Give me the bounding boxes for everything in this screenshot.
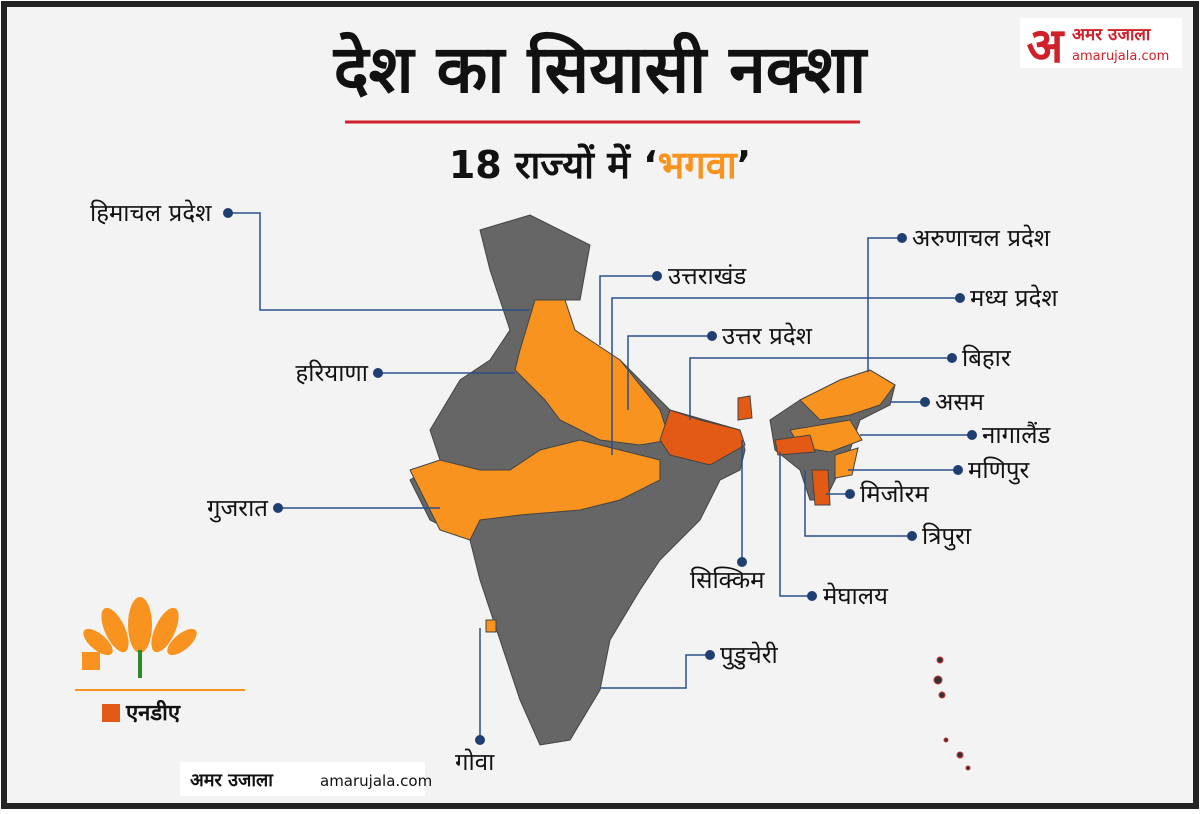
- petal: [83, 628, 113, 656]
- quote: ’: [737, 143, 751, 187]
- legend-swatch: [102, 704, 120, 722]
- state-label: हरियाणा: [296, 359, 369, 387]
- leader-dot: [947, 353, 957, 363]
- state-label: सिक्किम: [690, 566, 765, 594]
- petal: [151, 607, 179, 653]
- leader-lines: [228, 212, 972, 740]
- subtitle: 18 राज्यों में ‘भगवा’: [449, 143, 751, 187]
- state-label: मध्य प्रदेश: [970, 284, 1058, 312]
- brand-box: [1020, 18, 1182, 68]
- bjp-logo: [83, 597, 197, 678]
- leader-dot: [920, 397, 930, 407]
- leader-line: [600, 654, 710, 689]
- legend-swatch: [82, 652, 100, 670]
- petal: [167, 628, 197, 656]
- highlight: भगवा: [658, 143, 738, 187]
- leader-dot: [223, 208, 233, 218]
- bihar: [659, 409, 746, 466]
- leader-dot: [273, 503, 283, 513]
- footer-site: amarujala.com: [320, 772, 432, 790]
- brand-logo: अ: [1027, 18, 1066, 74]
- leader-line: [867, 237, 902, 372]
- islands: [933, 656, 971, 771]
- leader-dot: [373, 368, 383, 378]
- brand-name: अमर उजाला: [1072, 25, 1151, 45]
- leader-dot: [955, 293, 965, 303]
- leader-dot: [475, 735, 485, 745]
- island: [943, 737, 949, 743]
- leader-dot: [707, 331, 717, 341]
- leader-line: [779, 452, 812, 597]
- leader-dot: [953, 465, 963, 475]
- india-map: [409, 214, 971, 771]
- state-label: त्रिपुरा: [922, 522, 972, 551]
- island: [933, 675, 943, 685]
- leader-line: [228, 212, 530, 311]
- state-label: गुजरात: [207, 494, 269, 523]
- state-label: बिहार: [962, 344, 1012, 372]
- top-brand: अ अमर उजाला amarujala.com: [1020, 18, 1182, 74]
- state-label: मेघालय: [823, 582, 889, 610]
- title: देश का सियासी नक्शा: [332, 31, 869, 108]
- state-label: उत्तर प्रदेश: [722, 322, 813, 350]
- leader-line: [689, 357, 952, 420]
- arunachal: [799, 369, 896, 421]
- petal: [101, 607, 129, 653]
- state-label: मणिपुर: [968, 456, 1031, 485]
- subtitle-text: 18 राज्यों में: [449, 143, 643, 187]
- leader-dot: [737, 557, 747, 567]
- state-label: पुडुचेरी: [720, 641, 779, 670]
- state-label: मिजोरम: [860, 480, 929, 508]
- footer-box: [180, 762, 425, 796]
- sikkim: [737, 395, 753, 421]
- leader-dot: [907, 531, 917, 541]
- state-label: नागालैंड: [982, 421, 1052, 449]
- west-central-states: [409, 439, 661, 541]
- quote: ‘: [643, 143, 657, 187]
- island: [956, 751, 964, 759]
- leader-line: [804, 470, 912, 537]
- leader-line: [611, 297, 960, 455]
- state-label: उत्तराखंड: [668, 262, 747, 290]
- footer-brand: अमर उजाला: [190, 770, 274, 791]
- brand-site: amarujala.com: [1072, 49, 1169, 64]
- north-states: [514, 299, 671, 446]
- leader-dot: [807, 591, 817, 601]
- goa: [485, 619, 497, 633]
- state-label: अरुणाचल प्रदेश: [912, 224, 1051, 252]
- leader-line: [599, 275, 657, 345]
- leader-dot: [705, 650, 715, 660]
- leader-dot: [652, 271, 662, 281]
- state-label: असम: [935, 388, 985, 416]
- leader-dot: [967, 430, 977, 440]
- petal: [128, 597, 152, 653]
- meghalaya: [774, 434, 816, 456]
- island: [936, 656, 944, 664]
- legend-label: एनडीए: [125, 699, 181, 726]
- leader-line: [627, 335, 712, 410]
- island: [938, 691, 946, 699]
- leader-dot: [897, 233, 907, 243]
- island: [965, 765, 971, 771]
- stem: [138, 650, 142, 678]
- state-label: हिमाचल प्रदेश: [90, 199, 212, 227]
- leader-dot: [845, 489, 855, 499]
- state-label: गोवा: [455, 748, 495, 776]
- mizoram: [811, 469, 831, 506]
